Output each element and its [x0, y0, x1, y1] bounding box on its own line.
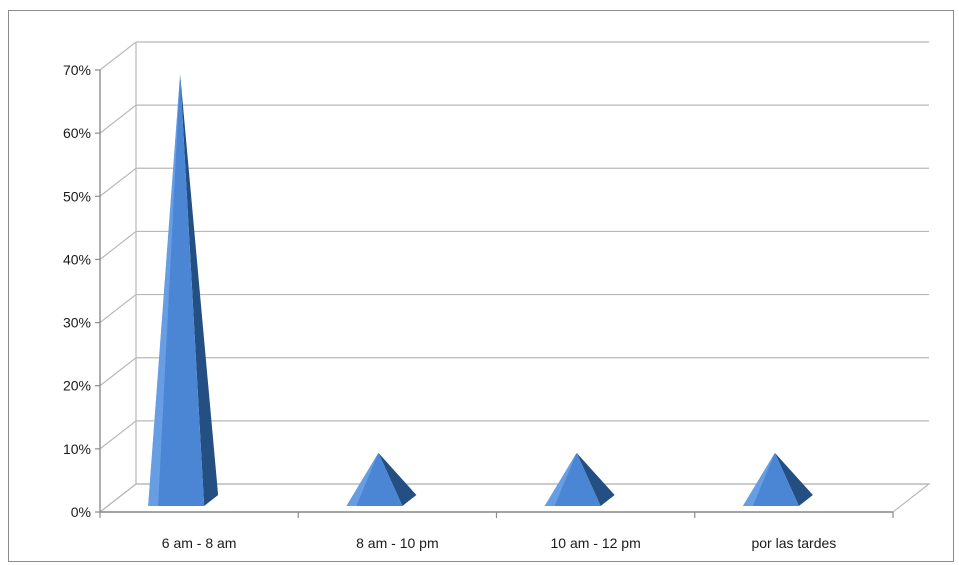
bar-side-3: [774, 452, 813, 506]
bar-side-2: [576, 452, 615, 506]
bar-side-0: [180, 74, 219, 506]
y-axis-ticks: 0% 10% 20% 30% 40% 50% 60% 70%: [63, 62, 91, 520]
y-tick-label-1: 10%: [63, 441, 91, 457]
y-tick-label-7: 70%: [63, 62, 91, 78]
bars: [148, 74, 813, 506]
x-tick-label-3: por las tardes: [751, 535, 836, 551]
gridline-side-1: [99, 420, 137, 450]
y-tick-label-5: 50%: [63, 188, 91, 204]
axes: [95, 42, 931, 518]
y-tick-label-3: 30%: [63, 315, 91, 331]
gridlines: [99, 41, 929, 513]
bar-highlight-2: [544, 452, 577, 506]
bar-3: [742, 452, 813, 506]
gridline-side-2: [99, 357, 137, 387]
y-tick-label-4: 40%: [63, 251, 91, 267]
bar-1: [346, 452, 417, 506]
x-tick-label-1: 8 am - 10 pm: [356, 535, 438, 551]
gridline-side-3: [99, 294, 137, 324]
bar-highlight-0: [148, 74, 181, 506]
y-tick-label-6: 60%: [63, 125, 91, 141]
x-tick-label-0: 6 am - 8 am: [162, 535, 237, 551]
gridline-side-5: [99, 167, 137, 197]
y-tick-label-0: 0%: [71, 504, 91, 520]
bar-highlight-1: [346, 452, 379, 506]
x-axis-ticks: 6 am - 8 am 8 am - 10 pm 10 am - 12 pm por …: [162, 535, 837, 551]
y-tick-label-2: 20%: [63, 378, 91, 394]
x-tick-label-2: 10 am - 12 pm: [550, 535, 640, 551]
bar-highlight-3: [742, 452, 775, 506]
bar-0: [148, 74, 219, 506]
gridline-side-6: [99, 104, 137, 134]
bar-side-1: [378, 452, 417, 506]
bar-2: [544, 452, 615, 506]
gridline-side-4: [99, 230, 137, 260]
gridline-side-7: [99, 41, 137, 71]
